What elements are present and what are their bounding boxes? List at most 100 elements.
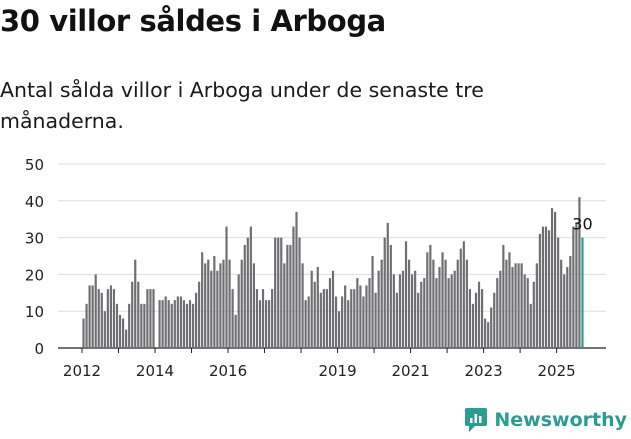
bar (417, 292, 420, 348)
bar (91, 285, 94, 348)
bar (377, 270, 380, 348)
bar (103, 311, 106, 348)
bar (219, 263, 222, 348)
bar (173, 300, 176, 348)
bar (344, 285, 347, 348)
bar (438, 267, 441, 348)
bar (484, 318, 487, 348)
bar (398, 274, 402, 348)
bar (426, 252, 429, 348)
x-tick-label: 2012 (63, 362, 101, 380)
bar (261, 289, 265, 348)
x-tick-label: 2021 (391, 362, 429, 380)
bar (499, 270, 502, 348)
bar (310, 270, 313, 348)
bar (319, 292, 322, 348)
y-tick-label: 30 (25, 230, 44, 248)
bar (125, 329, 128, 348)
bar (569, 256, 572, 348)
bar (523, 274, 526, 348)
bar (198, 281, 201, 348)
bar (550, 208, 554, 348)
bar (328, 278, 332, 348)
bar (456, 259, 459, 348)
bar (280, 237, 283, 348)
brand-name: Newsworthy (494, 409, 627, 431)
bar (337, 311, 341, 348)
bar (301, 263, 304, 348)
bar (88, 285, 91, 348)
chart-title: 30 villor såldes i Arboga (0, 4, 386, 38)
bar (313, 281, 316, 348)
bar (304, 300, 307, 348)
bar (462, 241, 465, 348)
bar (191, 303, 195, 348)
x-tick-label: 2016 (209, 362, 247, 380)
bar (322, 289, 325, 348)
bar (271, 289, 274, 348)
bar (331, 270, 335, 348)
bar (210, 270, 213, 348)
bar (365, 285, 368, 348)
bar (541, 226, 545, 348)
bar (112, 289, 116, 348)
bar (468, 289, 472, 348)
bar (255, 289, 259, 348)
bar (465, 259, 468, 348)
bar (258, 300, 262, 348)
bar (535, 263, 538, 348)
bar (578, 197, 581, 348)
bar (453, 270, 456, 348)
bar (529, 303, 532, 348)
bar (450, 274, 453, 348)
bar (237, 274, 240, 348)
bar (520, 263, 523, 348)
highlight-bar (581, 237, 584, 348)
bar (292, 226, 295, 348)
y-tick-label: 50 (25, 156, 44, 174)
bar (557, 237, 560, 348)
bar (246, 237, 249, 348)
bar (444, 259, 447, 348)
bar (334, 296, 338, 348)
bar (298, 237, 301, 348)
bar (435, 278, 438, 348)
bar (213, 256, 216, 348)
bar (368, 278, 371, 348)
bar (392, 274, 395, 348)
bar (389, 244, 392, 348)
bar (179, 296, 182, 348)
bar (94, 274, 97, 348)
bar (563, 274, 566, 348)
bar (222, 259, 225, 348)
bar (243, 244, 246, 348)
bar (146, 289, 149, 348)
bar (115, 303, 119, 348)
bar (289, 244, 292, 348)
bar (283, 263, 286, 348)
bar (121, 318, 125, 348)
bar (249, 226, 252, 348)
bar (420, 281, 423, 348)
bar (380, 259, 383, 348)
bar (505, 259, 508, 348)
bar (164, 296, 167, 348)
bar (201, 252, 204, 348)
bar (566, 267, 569, 348)
bar (477, 281, 481, 348)
bar (401, 270, 405, 348)
bar (131, 281, 134, 348)
bar (407, 259, 411, 348)
bar (371, 256, 374, 348)
bar (140, 303, 143, 348)
bar (149, 289, 152, 348)
bar (137, 281, 140, 348)
x-tick-label: 2025 (538, 362, 576, 380)
bar (395, 292, 398, 348)
bar (161, 300, 164, 348)
x-tick-label: 2023 (465, 362, 503, 380)
bar (234, 314, 237, 348)
bar (508, 252, 511, 348)
bar (356, 278, 359, 348)
bar (538, 233, 541, 348)
